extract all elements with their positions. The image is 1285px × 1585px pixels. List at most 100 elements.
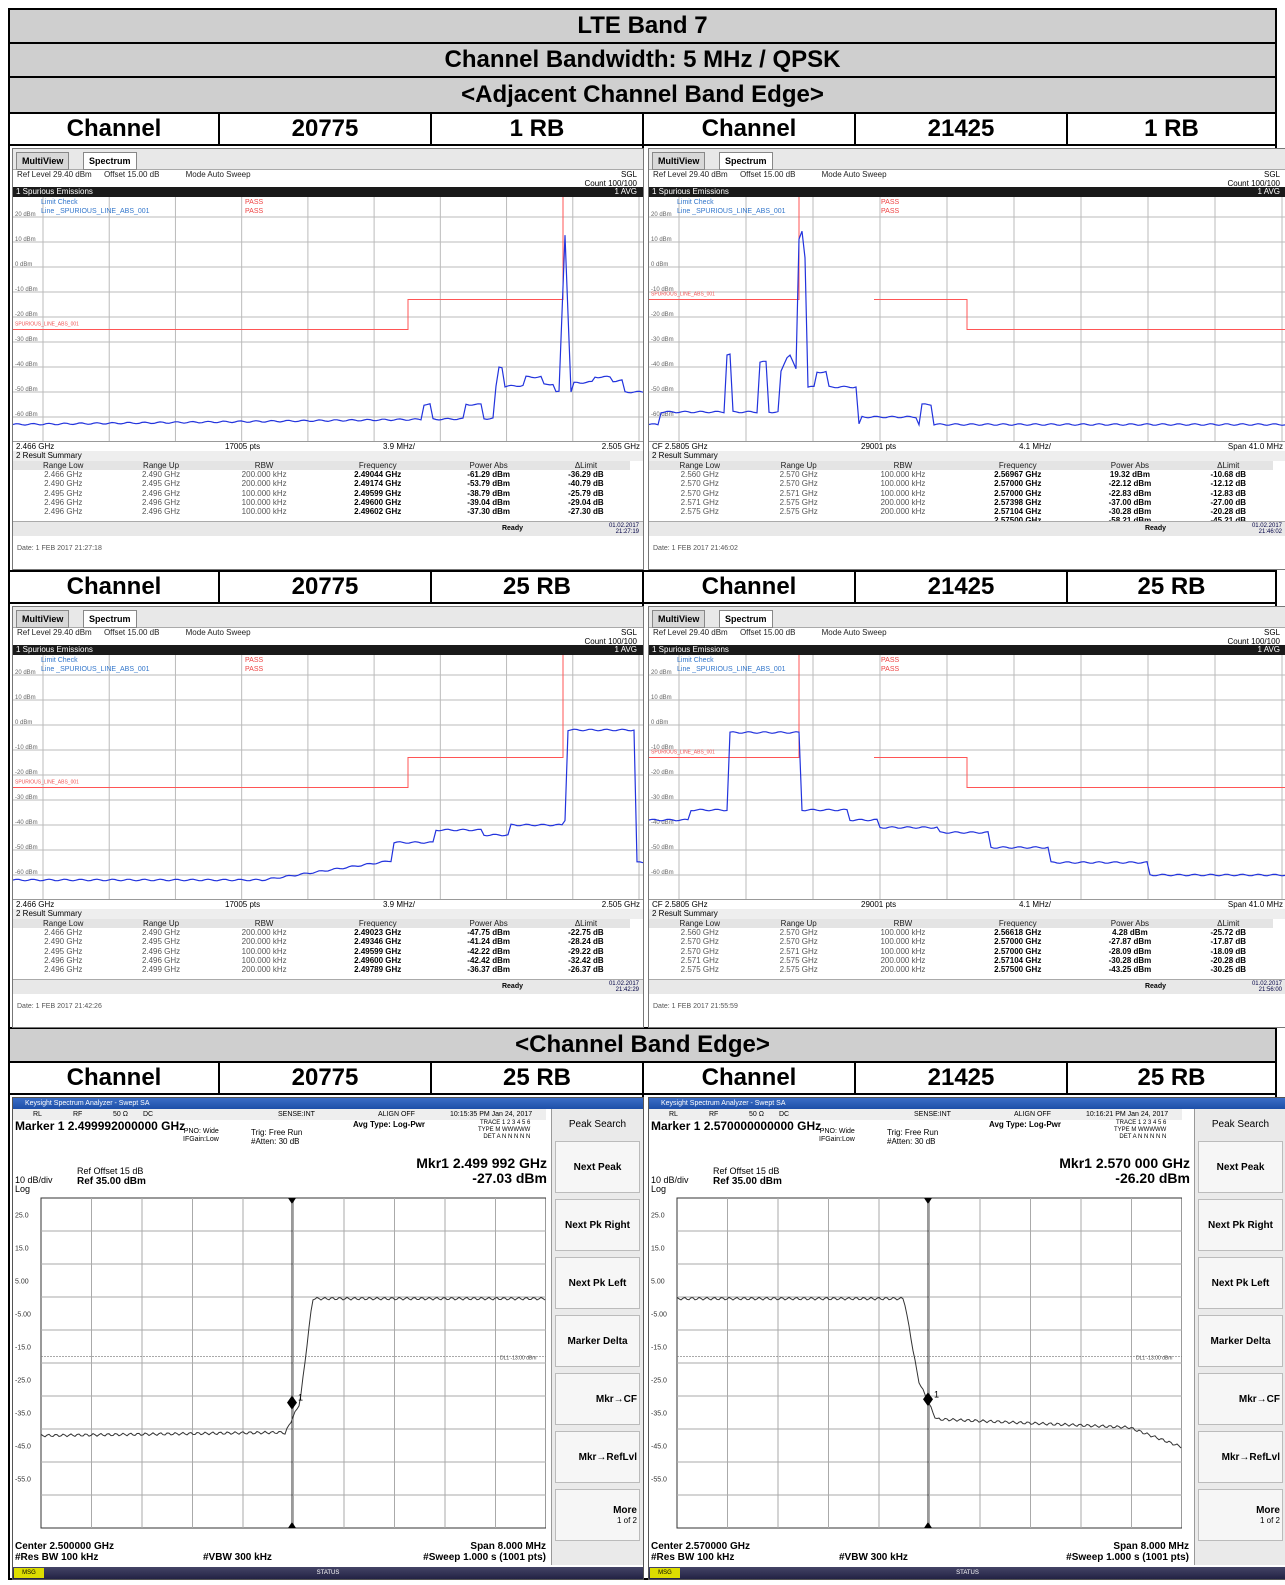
next-pk-left-button[interactable]: Next Pk Left xyxy=(555,1257,640,1309)
sweep-mode: Mode Auto Sweep xyxy=(821,170,887,179)
column-header: Power Abs xyxy=(1076,461,1184,471)
capture-date: Date: 1 FEB 2017 21:27:18 xyxy=(17,545,102,552)
y-tick-label: 0 dBm xyxy=(15,262,32,268)
sgl-label: SGL xyxy=(620,170,637,179)
limit-line-name: SPURIOUS_LINE_ABS_001 xyxy=(651,292,715,298)
table-cell: -36.29 dB xyxy=(568,470,604,480)
table-cell: 100.000 kHz xyxy=(880,488,926,498)
status-label: STATUS xyxy=(316,1570,340,1576)
rb-label: 25 RB xyxy=(430,570,644,604)
count-label: Count 100/100 xyxy=(584,637,638,646)
next-pk-right-button[interactable]: Next Pk Right xyxy=(1198,1199,1283,1251)
next-peak-button[interactable]: Next Peak xyxy=(1198,1141,1283,1193)
table-cell: 2.495 GHz xyxy=(44,946,83,956)
tab-spectrum[interactable]: Spectrum xyxy=(719,610,773,628)
offset: Offset 15.00 dB xyxy=(103,170,160,179)
tab-multiview[interactable]: MultiView xyxy=(16,610,70,628)
status-date: 01.02.2017 xyxy=(1251,523,1282,529)
tab-multiview[interactable]: MultiView xyxy=(16,152,70,170)
column-header: Range Low xyxy=(649,919,751,929)
x-stop: Span 41.0 MHz xyxy=(1227,900,1283,909)
measurement-title: 1 Spurious Emissions 1 AVG xyxy=(13,645,643,655)
more-button[interactable]: More 1 of 2 xyxy=(1198,1489,1283,1541)
table-cell: 100.000 kHz xyxy=(880,470,926,480)
table-cell: -28.09 dBm xyxy=(1108,946,1152,956)
trace-label: TRACE xyxy=(479,1120,501,1126)
x-division: 4.1 MHz/ xyxy=(1019,900,1052,909)
timestamp: 10:15:35 PM Jan 24, 2017 xyxy=(450,1111,533,1118)
column-header: Frequency xyxy=(959,461,1077,471)
marker-delta-button[interactable]: Marker Delta xyxy=(555,1315,640,1367)
avg-label: 1 AVG xyxy=(614,645,637,654)
table-cell: -18.09 dB xyxy=(1210,946,1247,956)
mkr-reflvl-button[interactable]: Mkr→RefLvl xyxy=(555,1431,640,1483)
next-pk-left-button[interactable]: Next Pk Left xyxy=(1198,1257,1283,1309)
mkr-reflvl-button[interactable]: Mkr→RefLvl xyxy=(1198,1431,1283,1483)
tab-bar: MultiView Spectrum xyxy=(649,607,1285,628)
more-button[interactable]: More 1 of 2 xyxy=(555,1489,640,1541)
page-subtitle: Channel Bandwidth: 5 MHz / QPSK xyxy=(8,42,1277,78)
table-cell: 2.575 GHz xyxy=(779,497,818,507)
offset: Offset 15.00 dB xyxy=(739,628,796,637)
tab-multiview[interactable]: MultiView xyxy=(652,152,706,170)
msg-label: MSG xyxy=(14,1568,44,1578)
table-cell: 2.57000 GHz xyxy=(994,946,1042,956)
y-tick-label: -35.0 xyxy=(15,1411,31,1418)
x-division: 3.9 MHz/ xyxy=(383,442,416,451)
table-cell: -45.21 dB xyxy=(1183,516,1273,525)
tab-multiview[interactable]: MultiView xyxy=(652,610,706,628)
tab-spectrum[interactable]: Spectrum xyxy=(83,610,137,628)
table-cell: -25.72 dB xyxy=(1210,928,1247,938)
column-header: Range Up xyxy=(113,461,209,471)
y-tick-label: 20 dBm xyxy=(15,212,36,218)
ref-offset: Ref Offset 15 dB xyxy=(713,1166,780,1176)
y-tick-label: -55.0 xyxy=(651,1477,667,1484)
table-cell: -20.28 dB xyxy=(1210,507,1247,517)
table-cell: 2.49600 GHz xyxy=(354,497,402,507)
table-cell: 2.570 GHz xyxy=(779,470,818,480)
measurement-name: 1 Spurious Emissions xyxy=(16,187,93,196)
ref-level: Ref Level 29.40 dBm xyxy=(653,170,728,179)
marker-delta-button[interactable]: Marker Delta xyxy=(1198,1315,1283,1367)
table-cell: 100.000 kHz xyxy=(880,479,926,489)
table-cell: 200.000 kHz xyxy=(880,965,926,975)
result-summary-title: 2 Result Summary xyxy=(13,909,643,919)
table-cell: 2.499 GHz xyxy=(141,965,181,975)
marker-readout: Marker 1 2.570000000000 GHz xyxy=(651,1119,822,1133)
y-tick-label: -30 dBm xyxy=(651,337,674,343)
tab-spectrum[interactable]: Spectrum xyxy=(719,152,773,170)
window-title: Keysight Spectrum Analyzer - Swept SA xyxy=(649,1098,1285,1109)
ready-label: Ready xyxy=(501,525,523,532)
next-pk-right-button[interactable]: Next Pk Right xyxy=(555,1199,640,1251)
next-peak-button[interactable]: Next Peak xyxy=(555,1141,640,1193)
table-cell: -10.68 dB xyxy=(1210,470,1247,480)
limit-line-label: Line _SPURIOUS_LINE_ABS_001 xyxy=(41,666,150,673)
table-row: 2.490 GHz 2.495 GHz 200.000 kHz 2.49346 GHz… xyxy=(13,937,630,946)
align-label: ALIGN OFF xyxy=(1014,1111,1051,1118)
table-cell: 2.495 GHz xyxy=(44,488,83,498)
spectrum-plot-svg: 20 dBm 10 dBm 0 dBm -10 dBm -20 dBm -30 dBm -4… xyxy=(13,197,643,441)
mkr-cf-button[interactable]: Mkr→CF xyxy=(555,1373,640,1425)
y-tick-label: -10 dBm xyxy=(651,745,674,751)
table-row: 2.495 GHz 2.496 GHz 100.000 kHz 2.49599 GHz… xyxy=(13,947,630,956)
display-line-label: DL1 -13.00 dBm xyxy=(1136,1355,1172,1361)
x-division: 3.9 MHz/ xyxy=(383,900,416,909)
table-cell: 2.490 GHz xyxy=(141,928,181,938)
y-tick-label: -5.00 xyxy=(651,1312,667,1319)
table-cell: 2.571 GHz xyxy=(680,497,719,507)
y-tick-label: -60 dBm xyxy=(15,870,38,876)
column-header: ΔLimit xyxy=(1183,461,1274,471)
channel-number: 20775 xyxy=(218,570,432,604)
marker-label: 1 xyxy=(298,1393,303,1403)
table-cell: -29.04 dB xyxy=(568,497,604,507)
avg-label: 1 AVG xyxy=(1257,187,1280,196)
status-time: 21:42:29 xyxy=(615,987,639,993)
status-time: 21:27:19 xyxy=(615,529,639,535)
mkr-cf-button[interactable]: Mkr→CF xyxy=(1198,1373,1283,1425)
det-label: DET xyxy=(483,1134,496,1140)
limit-check-label: Limit Check xyxy=(677,199,714,206)
datetime: 01.02.2017 21:56:00 xyxy=(1252,981,1282,993)
tab-spectrum[interactable]: Spectrum xyxy=(83,152,137,170)
trace xyxy=(40,1296,546,1438)
table-cell: 100.000 kHz xyxy=(880,937,926,947)
